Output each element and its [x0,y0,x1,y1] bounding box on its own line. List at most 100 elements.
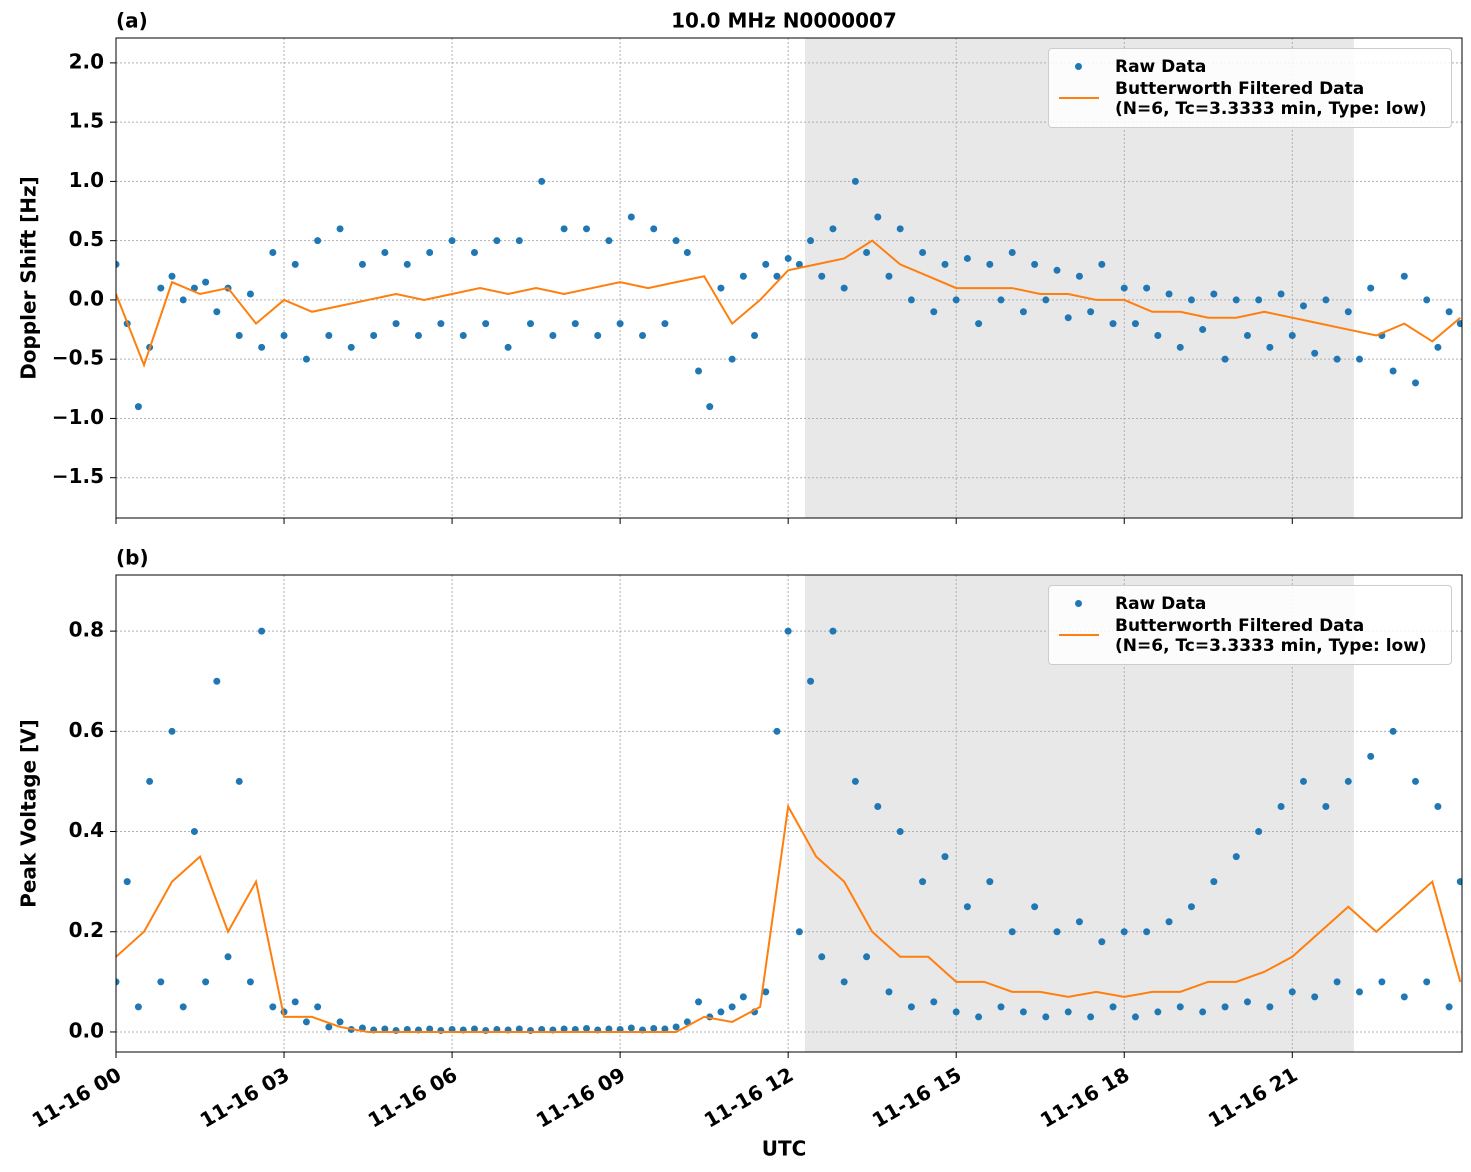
raw-point [1143,284,1151,292]
raw-point [1120,284,1128,292]
raw-point [1131,1013,1139,1021]
raw-point [1199,326,1207,334]
raw-point [896,828,904,836]
raw-point [874,802,882,810]
raw-point [1042,296,1050,304]
raw-point [213,677,221,685]
raw-point [370,331,378,339]
raw-point [1087,308,1095,316]
raw-point [1120,928,1128,936]
raw-point [325,331,333,339]
y-tick-label: −0.5 [52,346,104,370]
y-tick-label: 0.2 [69,918,104,942]
raw-point [739,993,747,1001]
raw-point [1311,349,1319,357]
raw-point [1064,314,1072,322]
raw-point [1277,802,1285,810]
raw-point [1019,308,1027,316]
raw-point [269,249,277,257]
raw-point [717,1008,725,1016]
raw-point [1143,928,1151,936]
raw-point [224,953,232,961]
raw-point [381,249,389,257]
y-tick-label: 1.0 [69,168,104,192]
raw-point [448,237,456,245]
raw-point [1243,998,1251,1006]
raw-point [1412,777,1420,785]
raw-point [840,284,848,292]
raw-point [1367,284,1375,292]
raw-point [896,225,904,233]
raw-point [818,953,826,961]
plot-area [116,627,1462,1034]
raw-point [314,237,322,245]
raw-point [1053,266,1061,274]
raw-point [1087,1013,1095,1021]
raw-point [975,1013,983,1021]
legend-key [1059,79,1099,99]
raw-point [1031,903,1039,911]
raw-point [672,237,680,245]
raw-point [134,1003,142,1011]
raw-point [650,225,658,233]
raw-point [1031,260,1039,268]
raw-point [650,1024,658,1032]
raw-point [258,343,266,351]
raw-point [1344,777,1352,785]
legend: Raw Data Butterworth Filtered Data (N=6, … [1048,48,1452,128]
raw-point [885,988,893,996]
raw-point [1311,993,1319,1001]
raw-point [851,777,859,785]
raw-point [751,331,759,339]
raw-point [851,177,859,185]
raw-point [773,727,781,735]
raw-point [258,627,266,635]
raw-point [1154,1008,1162,1016]
raw-point [526,320,534,328]
raw-point [1098,260,1106,268]
raw-point [807,237,815,245]
raw-point [840,978,848,986]
x-tick-label: 11-16 15 [868,1062,966,1132]
raw-point [1355,988,1363,996]
raw-point [336,225,344,233]
plot-area [116,177,1462,411]
raw-point [829,225,837,233]
raw-point [728,355,736,363]
raw-point [1232,853,1240,861]
y-tick-label: 0.0 [69,286,104,310]
raw-point [202,978,210,986]
raw-point [1019,1008,1027,1016]
raw-point [1042,1013,1050,1021]
raw-point [437,320,445,328]
raw-point [493,237,501,245]
y-tick-label: −1.5 [52,464,104,488]
legend-key [1059,594,1099,614]
raw-point [538,177,546,185]
raw-point [134,403,142,411]
raw-point [1221,355,1229,363]
raw-point [1400,993,1408,1001]
plot-frame [115,574,1463,1053]
raw-point [1378,978,1386,986]
raw-point [246,290,254,298]
raw-point [762,260,770,268]
raw-point [1288,331,1296,339]
raw-point [941,260,949,268]
raw-point [1389,367,1397,375]
raw-point [1109,1003,1117,1011]
raw-point [190,828,198,836]
raw-point [1434,802,1442,810]
raw-point [739,272,747,280]
raw-point [571,320,579,328]
raw-point [146,777,154,785]
raw-point [269,1003,277,1011]
raw-point [1412,379,1420,387]
raw-point [1322,802,1330,810]
raw-point [515,237,523,245]
raw-point [482,320,490,328]
raw-point [863,249,871,257]
raw-point [1098,938,1106,946]
raw-point [1008,249,1016,257]
raw-point [1266,1003,1274,1011]
